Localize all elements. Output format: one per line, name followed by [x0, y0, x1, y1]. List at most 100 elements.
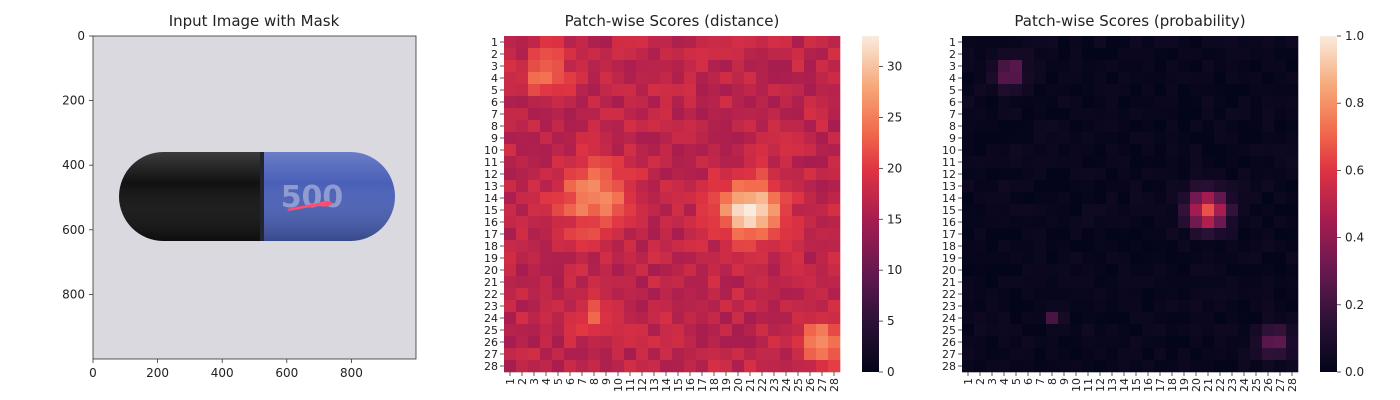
heatmap-cell: [684, 192, 697, 205]
heatmap-cell: [1094, 144, 1107, 157]
heatmap-cell: [1034, 324, 1047, 337]
heatmap-cell: [1274, 144, 1287, 157]
heatmap-cell: [564, 336, 577, 349]
heatmap-cell: [1070, 132, 1083, 145]
heatmap-cell: [1274, 360, 1287, 373]
heatmap-cell: [998, 312, 1011, 325]
heatmap-cell: [986, 240, 999, 253]
heatmap-cell: [768, 252, 781, 265]
heatmap-cell: [1010, 300, 1023, 313]
heatmap-cell: [1118, 276, 1131, 289]
heatmap-cell: [1034, 336, 1047, 349]
heatmap-cell: [1286, 348, 1299, 361]
heatmap-cell: [1190, 48, 1203, 61]
heatmap-cell: [696, 192, 709, 205]
heatmap-cell: [528, 252, 541, 265]
heatmap-cell: [1154, 168, 1167, 181]
heatmap-cell: [1070, 168, 1083, 181]
heatmap-cell: [564, 204, 577, 217]
col-label: 18: [1166, 378, 1179, 392]
heatmap-cell: [540, 288, 553, 301]
heatmap-cell: [708, 180, 721, 193]
heatmap-cell: [504, 96, 517, 109]
heatmap-cell: [564, 168, 577, 181]
heatmap-cell: [516, 144, 529, 157]
heatmap-cell: [804, 336, 817, 349]
heatmap-cell: [552, 84, 565, 97]
heatmap-cell: [684, 240, 697, 253]
heatmap-cell: [696, 36, 709, 49]
heatmap-cell: [1250, 60, 1263, 73]
heatmap-cell: [1286, 288, 1299, 301]
heatmap-cell: [962, 336, 975, 349]
heatmap-cell: [1274, 60, 1287, 73]
heatmap-cell: [1142, 120, 1155, 133]
row-label: 6: [491, 96, 498, 109]
heatmap-cell: [998, 156, 1011, 169]
heatmap-cell: [744, 276, 757, 289]
heatmap-cell: [684, 72, 697, 85]
heatmap-cell: [1046, 300, 1059, 313]
heatmap-cell: [974, 324, 987, 337]
heatmap-cell: [816, 192, 829, 205]
heatmap-cell: [720, 348, 733, 361]
heatmap-cell: [756, 48, 769, 61]
heatmap-cell: [1130, 108, 1143, 121]
heatmap-cell: [612, 36, 625, 49]
heatmap-cell: [552, 156, 565, 169]
heatmap-cell: [648, 84, 661, 97]
heatmap-cell: [660, 168, 673, 181]
heatmap-cell: [1286, 120, 1299, 133]
heatmap-cell: [1022, 252, 1035, 265]
heatmap-cell: [974, 228, 987, 241]
heatmap-cell: [804, 240, 817, 253]
heatmap-cell: [1262, 96, 1275, 109]
heatmap-cell: [1094, 132, 1107, 145]
heatmap-cell: [732, 84, 745, 97]
heatmap-cell: [1238, 348, 1251, 361]
heatmap-cell: [1214, 108, 1227, 121]
x-tick-label: 800: [340, 366, 363, 380]
heatmap-cell: [804, 48, 817, 61]
heatmap-cell: [600, 240, 613, 253]
heatmap-cell: [732, 336, 745, 349]
heatmap-cell: [1250, 276, 1263, 289]
colorbar-tick-label: 20: [887, 161, 902, 175]
heatmap-cell: [1058, 144, 1071, 157]
heatmap-cell: [516, 300, 529, 313]
heatmap-cell: [1130, 336, 1143, 349]
heatmap-cell: [624, 300, 637, 313]
heatmap-cell: [1250, 144, 1263, 157]
heatmap-cell: [1130, 168, 1143, 181]
heatmap-cell: [708, 336, 721, 349]
heatmap-cell: [540, 180, 553, 193]
heatmap-cell: [1286, 60, 1299, 73]
heatmap-cell: [624, 108, 637, 121]
heatmap-cell: [1058, 120, 1071, 133]
heatmap-cell: [1190, 348, 1203, 361]
heatmap-cell: [636, 120, 649, 133]
heatmap-cell: [648, 132, 661, 145]
heatmap-cell: [1106, 228, 1119, 241]
heatmap-cell: [792, 240, 805, 253]
heatmap-cell: [1118, 348, 1131, 361]
heatmap-cell: [1166, 216, 1179, 229]
heatmap-cell: [504, 300, 517, 313]
heatmap-cell: [1214, 96, 1227, 109]
row-label: 28: [942, 360, 956, 373]
heatmap-cell: [744, 36, 757, 49]
heatmap-cell: [1058, 336, 1071, 349]
heatmap-cell: [1046, 192, 1059, 205]
heatmap-cell: [1190, 96, 1203, 109]
heatmap-cell: [1166, 360, 1179, 373]
heatmap-cell: [684, 180, 697, 193]
heatmap-cell: [588, 252, 601, 265]
heatmap-cell: [672, 300, 685, 313]
heatmap-cell: [564, 72, 577, 85]
heatmap-cell: [612, 312, 625, 325]
heatmap-cell: [1106, 264, 1119, 277]
heatmap-cell: [516, 156, 529, 169]
heatmap-cell: [1190, 156, 1203, 169]
col-label: 25: [792, 378, 805, 392]
